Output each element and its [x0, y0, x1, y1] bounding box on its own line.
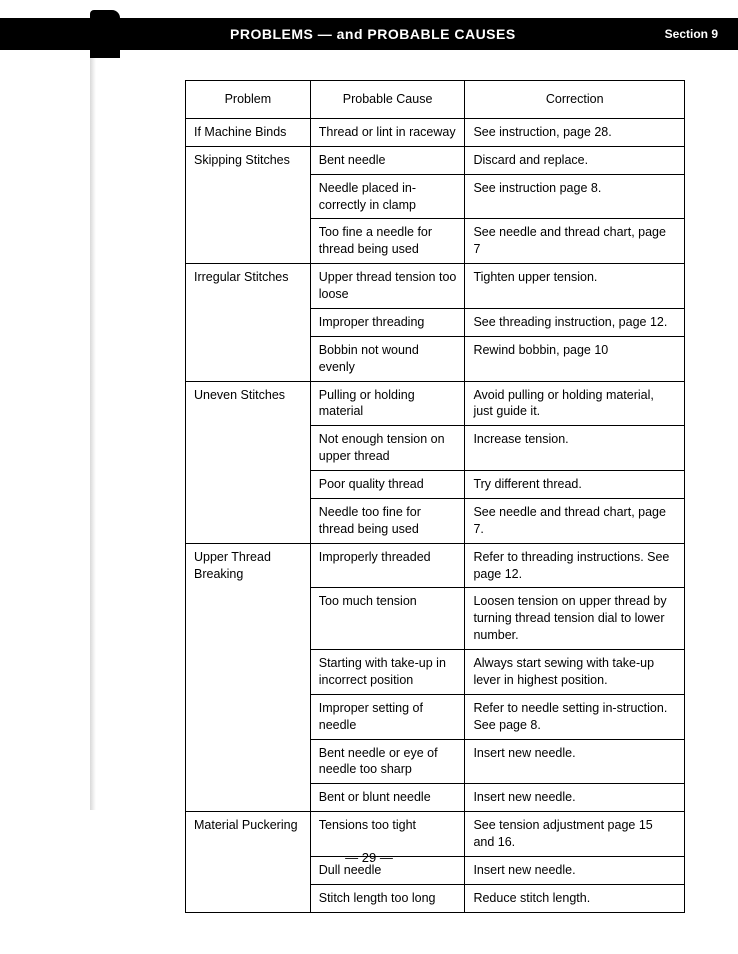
- cause-cell: Needle too fine for thread being used: [310, 498, 465, 543]
- correction-cell: Avoid pulling or holding material, just …: [465, 381, 685, 426]
- correction-cell: Refer to threading instructions. See pag…: [465, 543, 685, 588]
- col-header-correction: Correction: [465, 81, 685, 119]
- correction-cell: Increase tension.: [465, 426, 685, 471]
- problem-cell: If Machine Binds: [186, 118, 311, 146]
- correction-cell: Discard and replace.: [465, 146, 685, 174]
- col-header-problem: Problem: [186, 81, 311, 119]
- correction-cell: Insert new needle.: [465, 784, 685, 812]
- problems-table: Problem Probable Cause Correction If Mac…: [185, 80, 685, 913]
- table-header-row: Problem Probable Cause Correction: [186, 81, 685, 119]
- cause-cell: Too much tension: [310, 588, 465, 650]
- cause-cell: Bent needle: [310, 146, 465, 174]
- cause-cell: Bent or blunt needle: [310, 784, 465, 812]
- correction-cell: Loosen tension on upper thread by turnin…: [465, 588, 685, 650]
- header-section: Section 9: [665, 27, 718, 41]
- table-row: Upper Thread Breaking Improperly threade…: [186, 543, 685, 588]
- page-number: — 29 —: [0, 850, 738, 865]
- table-row: If Machine Binds Thread or lint in racew…: [186, 118, 685, 146]
- cause-cell: Improper setting of needle: [310, 694, 465, 739]
- correction-cell: See threading instruction, page 12.: [465, 308, 685, 336]
- cause-cell: Pulling or holding material: [310, 381, 465, 426]
- correction-cell: Try different thread.: [465, 471, 685, 499]
- scan-shadow: [90, 50, 96, 810]
- table-row: Uneven Stitches Pulling or holding mater…: [186, 381, 685, 426]
- header-title: PROBLEMS — and PROBABLE CAUSES: [230, 26, 516, 42]
- problem-cell: Upper Thread Breaking: [186, 543, 311, 812]
- problem-cell: Irregular Stitches: [186, 264, 311, 381]
- correction-cell: Rewind bobbin, page 10: [465, 336, 685, 381]
- header-bar: PROBLEMS — and PROBABLE CAUSES Section 9: [0, 18, 738, 50]
- correction-cell: See needle and thread chart, page 7.: [465, 498, 685, 543]
- cause-cell: Upper thread tension too loose: [310, 264, 465, 309]
- correction-cell: Refer to needle setting in-struction. Se…: [465, 694, 685, 739]
- col-header-cause: Probable Cause: [310, 81, 465, 119]
- table-wrapper: Problem Probable Cause Correction If Mac…: [185, 80, 685, 913]
- cause-cell: Needle placed in-correctly in clamp: [310, 174, 465, 219]
- cause-cell: Thread or lint in raceway: [310, 118, 465, 146]
- correction-cell: See instruction page 8.: [465, 174, 685, 219]
- cause-cell: Starting with take-up in incorrect posit…: [310, 650, 465, 695]
- page-container: PROBLEMS — and PROBABLE CAUSES Section 9…: [0, 0, 738, 954]
- cause-cell: Poor quality thread: [310, 471, 465, 499]
- problem-cell: Uneven Stitches: [186, 381, 311, 543]
- cause-cell: Stitch length too long: [310, 884, 465, 912]
- cause-cell: Bent needle or eye of needle too sharp: [310, 739, 465, 784]
- problem-cell: Skipping Stitches: [186, 146, 311, 263]
- cause-cell: Bobbin not wound evenly: [310, 336, 465, 381]
- correction-cell: Insert new needle.: [465, 739, 685, 784]
- correction-cell: See needle and thread chart, page 7: [465, 219, 685, 264]
- cause-cell: Too fine a needle for thread being used: [310, 219, 465, 264]
- correction-cell: Tighten upper tension.: [465, 264, 685, 309]
- correction-cell: Reduce stitch length.: [465, 884, 685, 912]
- table-row: Skipping Stitches Bent needle Discard an…: [186, 146, 685, 174]
- cause-cell: Improperly threaded: [310, 543, 465, 588]
- cause-cell: Not enough tension on upper thread: [310, 426, 465, 471]
- correction-cell: Always start sewing with take-up lever i…: [465, 650, 685, 695]
- cause-cell: Improper threading: [310, 308, 465, 336]
- table-row: Irregular Stitches Upper thread tension …: [186, 264, 685, 309]
- correction-cell: See instruction, page 28.: [465, 118, 685, 146]
